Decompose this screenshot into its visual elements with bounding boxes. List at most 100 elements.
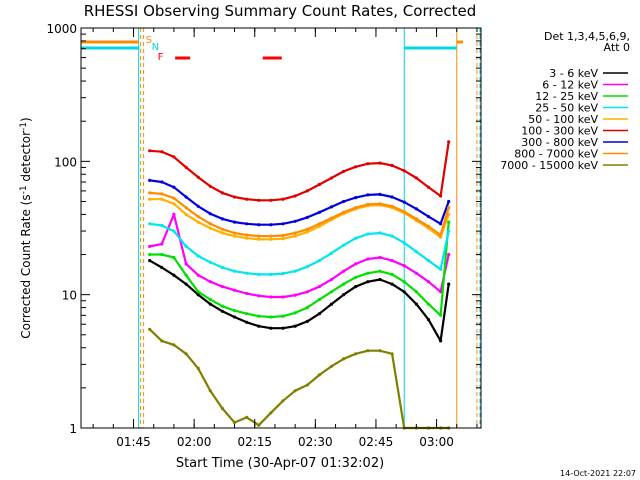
series-point (257, 198, 261, 202)
series-point (293, 219, 297, 223)
series-point (329, 205, 334, 209)
series-point (426, 185, 431, 189)
series-point (402, 200, 406, 204)
series-point (269, 326, 273, 330)
series-point (172, 212, 176, 216)
series-point (220, 217, 224, 221)
series-point (342, 243, 346, 247)
series-line (149, 141, 450, 202)
legend-label: 7000 - 15000 keV (500, 159, 598, 172)
legend-label: 800 - 7000 keV (514, 148, 598, 161)
series-point (378, 269, 382, 273)
series-point (208, 297, 212, 302)
series-point (402, 264, 406, 268)
series-point (148, 191, 152, 195)
series-group (148, 220, 451, 319)
series-line (149, 198, 450, 241)
series-point (232, 195, 237, 199)
series-point (281, 197, 285, 201)
series-line (149, 222, 450, 319)
series-point (281, 272, 285, 276)
series-point (439, 313, 443, 317)
series-point (232, 220, 237, 224)
series-point (439, 339, 443, 343)
series-point (414, 217, 418, 221)
series-point (257, 272, 261, 276)
series-line (149, 222, 450, 276)
series-point (317, 210, 321, 214)
series-point (342, 293, 346, 297)
series-point (378, 192, 382, 196)
series-point (220, 285, 224, 289)
series-point (196, 215, 200, 219)
series-point (269, 223, 273, 227)
series-point (305, 215, 309, 219)
series-point (378, 255, 382, 260)
series-point (160, 265, 164, 270)
series-point (426, 259, 431, 263)
series-point (317, 373, 321, 377)
series-point (354, 236, 358, 240)
series-point (426, 215, 431, 219)
series-point (172, 255, 176, 260)
series-point (317, 222, 321, 226)
series-point (148, 327, 152, 331)
series-point (366, 193, 370, 197)
series-point (172, 185, 176, 189)
series-point (208, 184, 212, 188)
series-point (293, 324, 297, 328)
series-point (245, 415, 249, 419)
series-point (329, 216, 334, 220)
x-tick-label: 02:15 (237, 435, 272, 449)
series-point (257, 234, 261, 238)
series-point (257, 237, 261, 241)
series-group (148, 140, 451, 202)
series-point (342, 357, 346, 361)
legend-label: 12 - 25 keV (535, 90, 598, 103)
series-point (329, 277, 334, 282)
x-tick-label: 01:45 (116, 435, 151, 449)
series-point (208, 302, 212, 306)
series-point (317, 224, 321, 228)
series-point (245, 291, 249, 296)
series-point (426, 302, 431, 306)
x-tick-label: 03:00 (419, 435, 454, 449)
flag-letter: S (146, 35, 152, 46)
series-point (329, 176, 334, 180)
series-point (390, 259, 394, 263)
legend-entry: 50 - 100 keV (528, 113, 628, 126)
series-point (160, 192, 164, 196)
y-axis-label: Corrected Count Rate (s-1 detector-1) (19, 117, 33, 338)
series-point (390, 234, 394, 238)
series-point (281, 233, 285, 238)
series-point (160, 150, 164, 154)
series-group (148, 212, 451, 299)
series-point (354, 275, 358, 279)
series-point (245, 222, 249, 226)
series-point (232, 315, 237, 319)
series-point (317, 312, 321, 316)
series-line (148, 328, 449, 430)
series-point (160, 223, 164, 228)
series-point (447, 282, 451, 286)
series-point (305, 230, 309, 234)
series-point (172, 343, 176, 347)
series-point (232, 269, 237, 273)
series-point (269, 295, 273, 299)
series-point (402, 169, 406, 173)
series-point (208, 280, 212, 284)
legend-label: 100 - 300 keV (521, 125, 598, 138)
series-point (160, 252, 164, 257)
series-point (269, 315, 273, 319)
series-point (269, 198, 273, 202)
x-tick-label: 02:30 (298, 435, 333, 449)
series-point (293, 389, 297, 393)
series-point (426, 280, 431, 284)
series-point (378, 161, 382, 165)
series-point (390, 195, 394, 199)
series-point (269, 237, 273, 241)
legend-entry: 3 - 6 keV (549, 67, 628, 80)
series-point (257, 324, 261, 328)
